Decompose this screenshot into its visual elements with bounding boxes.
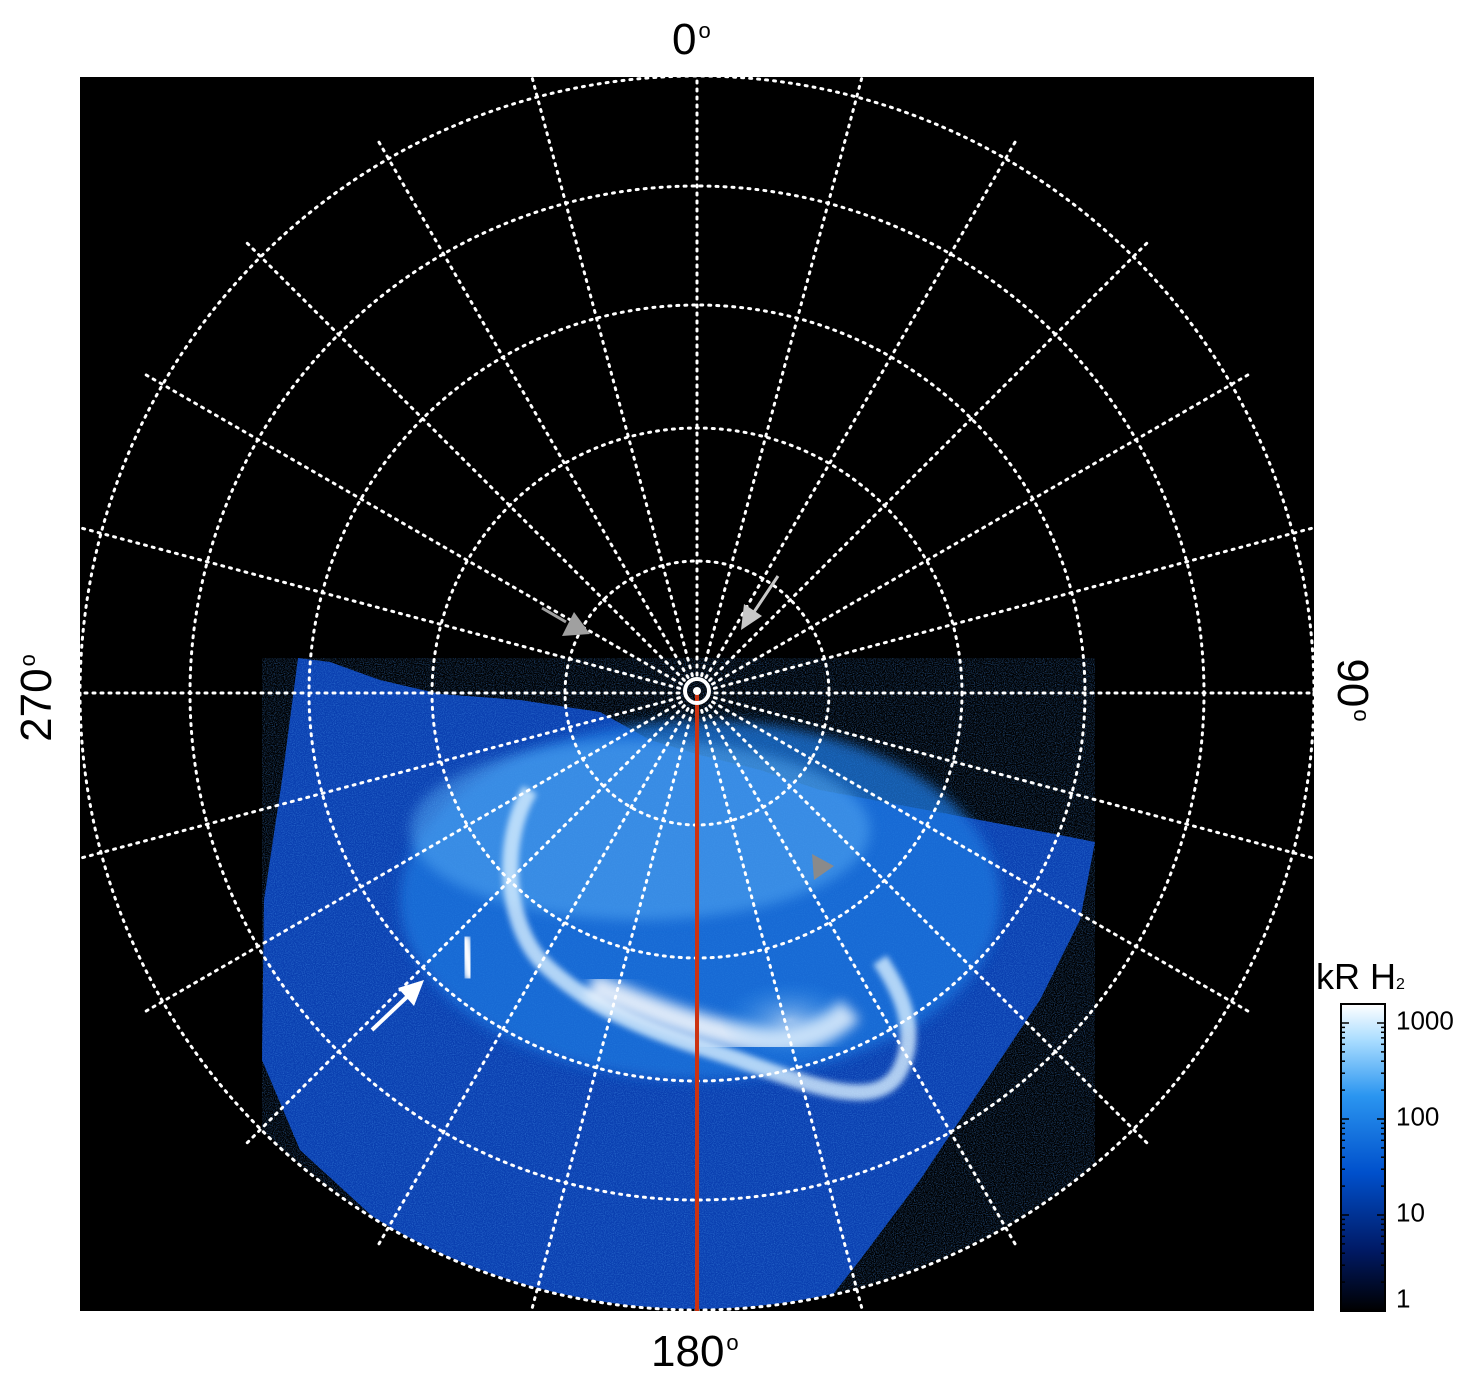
grid-meridian [708, 704, 1152, 1148]
grid-meridian [704, 137, 1019, 679]
grid-meridian [530, 77, 694, 678]
auroral-emission [262, 658, 1095, 1309]
grid-meridian [242, 704, 686, 1148]
grid-meridian [141, 371, 683, 686]
grid-meridian [375, 707, 690, 1249]
longitude-label-left: 270o [12, 654, 61, 742]
main-auroral-oval [502, 785, 917, 1101]
grid-meridian [708, 238, 1152, 682]
grid-meridian [80, 696, 682, 860]
gray-arrow-lower-right [812, 854, 834, 880]
grid-meridian [700, 77, 864, 678]
grid-meridian [80, 526, 682, 690]
longitude-label-right: 90o [1328, 658, 1377, 722]
pole-marker [683, 677, 711, 705]
colorbar-tick-label: 100 [1396, 1101, 1440, 1132]
grid-meridian [711, 700, 1253, 1015]
grid-meridian [242, 238, 686, 682]
colorbar-title: kR H2 [1316, 956, 1405, 997]
colorbar-tick-label: 1 [1396, 1283, 1411, 1314]
grid-meridian [529, 708, 694, 1311]
white-arrow [370, 980, 424, 1032]
grid-meridian [700, 708, 865, 1311]
gray-arrow-top-right [741, 575, 780, 630]
colorbar-tick-label: 1000 [1396, 1005, 1454, 1036]
grid-meridian [712, 526, 1314, 690]
grid-meridian [375, 137, 690, 679]
grid-meridian [712, 696, 1314, 860]
grid-meridian [704, 707, 1019, 1249]
colorbar [1340, 1003, 1386, 1312]
longitude-label-bottom: 180o [651, 1327, 739, 1376]
grid-meridian [711, 371, 1253, 686]
grid-meridian [141, 700, 683, 1015]
longitude-label-top: 0o [672, 15, 711, 64]
colorbar-tick-label: 10 [1396, 1197, 1425, 1228]
gray-arrow-top-left [541, 606, 590, 636]
